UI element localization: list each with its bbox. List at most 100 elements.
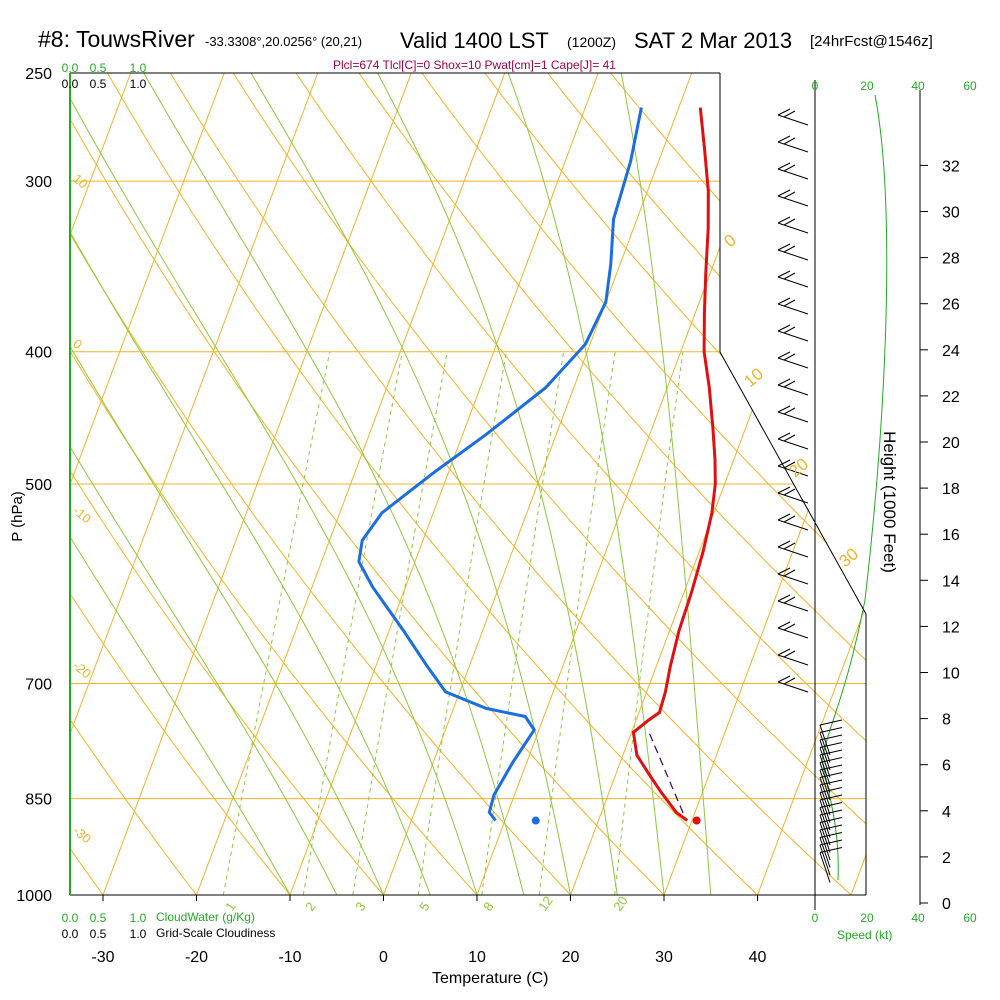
cloudwater-tick-top: 0.5	[90, 61, 107, 75]
height-tick-label: 32	[942, 158, 960, 175]
mixing-ratio-label: 12	[535, 893, 556, 913]
wind-barb	[777, 135, 809, 153]
isotherm-line	[70, 73, 132, 895]
mixing-ratio-line	[222, 351, 331, 895]
wind-barb-low	[819, 734, 843, 771]
wind-barb	[777, 162, 809, 180]
wind-barb	[777, 243, 809, 261]
wind-barb-low	[819, 787, 843, 823]
wind-barb-low	[819, 727, 843, 763]
speed-label: Speed (kt)	[837, 928, 893, 942]
isotherm-line	[757, 73, 866, 895]
wind-barb-low	[819, 772, 843, 808]
dry-adiabat-line	[70, 73, 599, 895]
wind-barb	[777, 540, 809, 558]
cloudwater-tick-bottom: 1.0	[130, 911, 147, 925]
x-tick-label: 40	[749, 949, 767, 966]
isotherm-line	[289, 73, 599, 895]
moist-adiabat-line	[620, 73, 712, 895]
dewpoint-profile	[357, 107, 643, 822]
mixing-ratio-line	[417, 351, 507, 895]
wind-barb-low	[819, 809, 843, 846]
height-tick-label: 18	[942, 481, 960, 498]
x-tick-label: 20	[562, 949, 580, 966]
moist-adiabat-line	[377, 73, 618, 895]
cloudiness-tick-top: 0.5	[90, 77, 107, 91]
station-coords: -33.3308°,20.0256° (20,21)	[205, 34, 363, 49]
moist-adiabat-line	[70, 73, 431, 895]
wind-barb-low	[819, 757, 843, 793]
x-tick-label: -20	[185, 949, 208, 966]
wind-barb	[777, 486, 809, 504]
wind-barb-low	[819, 719, 843, 756]
wind-barb	[777, 351, 809, 369]
dry-adiabat-line	[70, 73, 315, 895]
speed-tick-top: 60	[963, 79, 977, 93]
pressure-tick-label: 250	[25, 66, 52, 83]
pressure-tick-label: 300	[25, 174, 52, 191]
wind-barb	[777, 513, 809, 531]
valid-time: Valid 1400 LST	[400, 28, 549, 53]
height-tick-label: 10	[942, 666, 960, 683]
wind-barb-low	[819, 749, 843, 786]
x-tick-label: -10	[278, 949, 301, 966]
wind-barb-low	[819, 779, 843, 816]
isotherm-line	[102, 73, 412, 895]
valid-date: SAT 2 Mar 2013	[634, 28, 793, 53]
frame-slope	[719, 351, 867, 615]
wind-barb	[777, 270, 809, 288]
dry-adiabat-line	[70, 73, 409, 895]
dry-adiabat-line	[358, 73, 866, 895]
mixing-ratio-label: 20	[610, 893, 631, 913]
wind-barb	[777, 405, 809, 423]
wind-barb-low	[819, 824, 843, 861]
height-tick-label: 30	[942, 205, 960, 222]
mixing-ratio-label: 5	[416, 899, 432, 914]
mixing-ratio-line	[352, 351, 448, 895]
height-tick-label: 22	[942, 389, 960, 406]
moist-adiabat-line	[70, 73, 478, 895]
moist-adiabat-label: 10	[740, 364, 767, 391]
wind-barb	[777, 297, 809, 315]
speed-tick-bottom: 40	[911, 911, 925, 925]
height-axis-title: Height (1000 Feet)	[879, 431, 899, 573]
height-tick-label: 12	[942, 619, 960, 636]
cloudiness-tick-bottom: 1.0	[130, 927, 147, 941]
cloudwater-tick-top: 0.0	[62, 61, 79, 75]
wind-barb	[777, 189, 809, 207]
y-axis-title: P (hPa)	[8, 491, 26, 542]
speed-tick-bottom: 0	[812, 911, 819, 925]
station-title: #8: TouwsRiver	[38, 26, 195, 52]
dry-adiabat-line	[421, 73, 866, 895]
height-tick-label: 20	[942, 435, 960, 452]
wind-barb-low	[819, 764, 843, 801]
wind-barb-low	[819, 802, 843, 838]
cloudwater-tick-bottom: 0.5	[90, 911, 107, 925]
pressure-tick-label: 400	[25, 345, 52, 362]
dry-adiabat-line	[295, 73, 866, 895]
height-tick-label: 14	[942, 573, 960, 590]
isotherm-line	[196, 73, 506, 895]
pressure-tick-label: 850	[25, 792, 52, 809]
isotherm-line	[70, 73, 319, 895]
moist-adiabat-line	[70, 73, 291, 895]
moist-adiabat-line	[250, 73, 571, 895]
x-axis-title: Temperature (C)	[432, 970, 549, 987]
dry-adiabat-line	[484, 73, 866, 895]
height-tick-label: 28	[942, 251, 960, 268]
cloudiness-label: Grid-Scale Cloudiness	[156, 926, 276, 940]
cloudiness-tick-top: 0.0	[62, 77, 79, 91]
moist-adiabat-label: 0	[720, 230, 739, 251]
mixing-ratio-line	[302, 351, 403, 895]
dry-adiabat-label: -10	[70, 503, 94, 527]
pressure-tick-label: 500	[25, 477, 52, 494]
forecast-label: [24hrFcst@1546z]	[810, 33, 933, 50]
moist-adiabat-line	[70, 73, 338, 895]
height-tick-label: 0	[942, 896, 951, 913]
moist-adiabat-line	[70, 73, 384, 895]
dry-adiabat-line	[547, 73, 866, 895]
height-tick-label: 26	[942, 297, 960, 314]
speed-tick-top: 40	[911, 79, 925, 93]
wind-barb	[777, 621, 809, 639]
